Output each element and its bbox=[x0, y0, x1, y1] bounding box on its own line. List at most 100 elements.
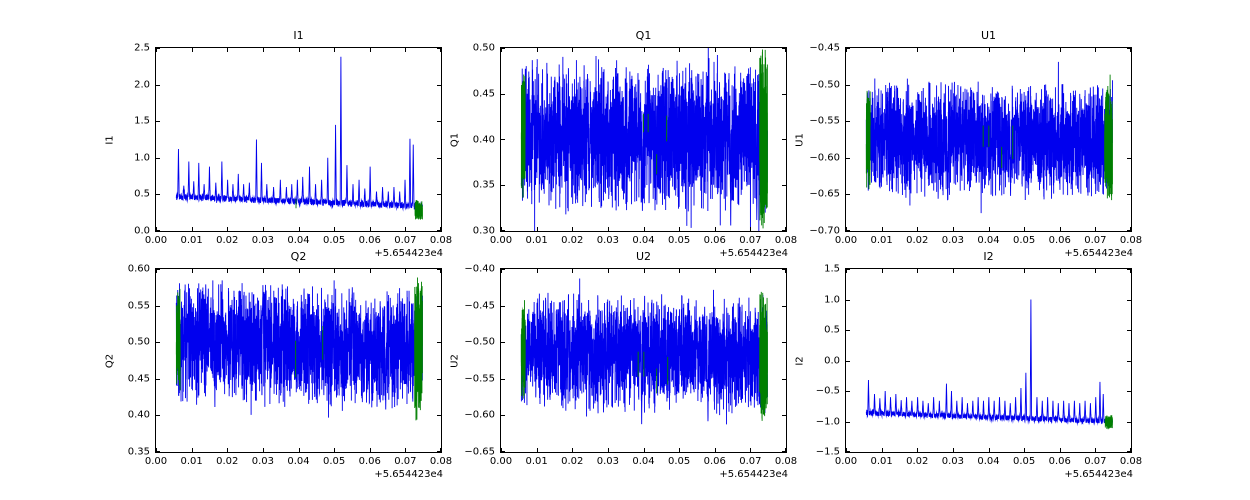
y-tick-label: 0.60 bbox=[127, 263, 150, 275]
plot-canvas-u2 bbox=[501, 269, 786, 452]
x-tick-label: 0.06 bbox=[1048, 235, 1071, 246]
subplot-i1: I1 I1 +5.654423e4 0.00 0.01 0.02 0.03 0.04 0.… bbox=[105, 29, 453, 259]
y-tick-label: −0.65 bbox=[464, 446, 495, 458]
y-tick-label: 0.50 bbox=[472, 42, 495, 54]
y-tick-label: −1.5 bbox=[815, 446, 840, 458]
y-tick-label: −0.45 bbox=[809, 42, 840, 54]
x-tick-label: 0.01 bbox=[180, 456, 203, 467]
y-tick-label: 0.55 bbox=[127, 300, 150, 312]
x-tick-label: 0.01 bbox=[180, 235, 203, 246]
x-tick-label: 0.03 bbox=[941, 235, 965, 246]
y-tick-label: 1.5 bbox=[134, 115, 150, 127]
x-tick-label: 0.04 bbox=[287, 456, 310, 467]
x-tick-label: 0.02 bbox=[216, 235, 239, 246]
y-axis-label: I1 bbox=[104, 134, 116, 145]
x-tick-label: 0.08 bbox=[429, 456, 453, 467]
x-tick-label: 0.06 bbox=[358, 235, 381, 246]
x-tick-label: 0.08 bbox=[774, 235, 798, 246]
plot-canvas-q2 bbox=[156, 269, 441, 452]
x-tick-label: 0.07 bbox=[1084, 235, 1107, 246]
x-tick-label: 0.01 bbox=[525, 456, 548, 467]
subplot-q1: Q1 Q1 +5.654423e4 0.00 0.01 0.02 0.03 0.04 0.… bbox=[450, 29, 798, 259]
y-tick-label: −0.55 bbox=[464, 373, 495, 385]
plot-title: Q2 bbox=[290, 250, 307, 263]
x-tick-label: 0.08 bbox=[1119, 456, 1143, 467]
x-tick-label: 0.04 bbox=[977, 235, 1000, 246]
y-tick-label: −0.60 bbox=[809, 152, 840, 164]
x-axis-offset-label: +5.654423e4 bbox=[374, 469, 443, 480]
y-tick-label: 1.0 bbox=[134, 152, 150, 164]
x-tick-label: 0.04 bbox=[287, 235, 310, 246]
y-tick-label: 0.35 bbox=[127, 446, 150, 458]
x-tick-label: 0.07 bbox=[1084, 456, 1107, 467]
x-tick-label: 0.01 bbox=[525, 235, 548, 246]
plot-canvas-q1 bbox=[501, 48, 786, 231]
x-tick-label: 0.00 bbox=[834, 456, 858, 467]
x-tick-label: 0.02 bbox=[561, 235, 584, 246]
y-tick-label: 0.45 bbox=[127, 373, 150, 385]
plot-title: Q1 bbox=[635, 29, 652, 42]
x-tick-label: 0.02 bbox=[216, 456, 239, 467]
x-tick-label: 0.05 bbox=[667, 456, 691, 467]
x-tick-label: 0.05 bbox=[1012, 235, 1036, 246]
y-tick-label: −0.45 bbox=[464, 300, 495, 312]
x-axis-offset-label: +5.654423e4 bbox=[1064, 248, 1133, 259]
x-tick-label: 0.05 bbox=[322, 456, 346, 467]
y-tick-label: 0.0 bbox=[824, 355, 840, 366]
plot-canvas-u1 bbox=[846, 48, 1131, 231]
x-tick-label: 0.00 bbox=[834, 235, 858, 246]
x-axis-offset-label: +5.654423e4 bbox=[1064, 469, 1133, 480]
y-tick-label: −1.0 bbox=[815, 416, 840, 427]
x-tick-label: 0.08 bbox=[1119, 235, 1143, 246]
plot-title: I1 bbox=[293, 29, 304, 42]
x-tick-label: 0.03 bbox=[251, 235, 275, 246]
x-tick-label: 0.07 bbox=[394, 235, 417, 246]
y-tick-label: −0.5 bbox=[815, 385, 840, 397]
x-tick-label: 0.00 bbox=[144, 456, 168, 467]
plot-title: I2 bbox=[983, 250, 994, 263]
x-axis-offset-label: +5.654423e4 bbox=[719, 469, 788, 480]
y-axis-label: I2 bbox=[794, 355, 806, 366]
plot-canvas-i2 bbox=[846, 269, 1131, 452]
x-tick-label: 0.03 bbox=[596, 456, 620, 467]
y-tick-label: 0.45 bbox=[472, 88, 495, 100]
y-tick-label: 2.5 bbox=[134, 42, 150, 54]
subplot-u2: U2 U2 +5.654423e4 0.00 0.01 0.02 0.03 0.04 0.… bbox=[450, 250, 798, 480]
x-tick-label: 0.07 bbox=[394, 456, 417, 467]
y-axis-label: Q2 bbox=[104, 353, 116, 368]
x-tick-label: 0.00 bbox=[144, 235, 168, 246]
y-tick-label: 0.50 bbox=[127, 336, 150, 348]
x-tick-label: 0.06 bbox=[703, 235, 726, 246]
y-tick-label: −0.50 bbox=[809, 79, 840, 91]
y-axis-label: U1 bbox=[794, 132, 806, 147]
x-tick-label: 0.03 bbox=[596, 235, 620, 246]
subplot-i2: I2 I2 +5.654423e4 0.00 0.01 0.02 0.03 0.04 0.… bbox=[795, 250, 1143, 480]
x-tick-label: 0.02 bbox=[906, 235, 929, 246]
y-tick-label: 1.5 bbox=[824, 263, 840, 275]
x-tick-label: 0.06 bbox=[358, 456, 381, 467]
x-tick-label: 0.00 bbox=[489, 235, 513, 246]
x-tick-label: 0.05 bbox=[667, 235, 691, 246]
y-tick-label: −0.60 bbox=[464, 409, 495, 421]
x-tick-label: 0.05 bbox=[1012, 456, 1036, 467]
y-tick-label: 0.5 bbox=[134, 188, 150, 200]
x-tick-label: 0.06 bbox=[1048, 456, 1071, 467]
y-tick-label: −0.55 bbox=[809, 115, 840, 127]
y-tick-label: 0.5 bbox=[824, 324, 840, 336]
y-tick-label: −0.65 bbox=[809, 188, 840, 200]
x-tick-label: 0.01 bbox=[870, 235, 893, 246]
x-tick-label: 0.04 bbox=[632, 456, 655, 467]
x-tick-label: 0.03 bbox=[251, 456, 275, 467]
x-axis-offset-label: +5.654423e4 bbox=[719, 248, 788, 259]
y-tick-label: −0.50 bbox=[464, 336, 495, 348]
x-tick-label: 0.02 bbox=[906, 456, 929, 467]
x-tick-label: 0.07 bbox=[739, 456, 762, 467]
x-tick-label: 0.06 bbox=[703, 456, 726, 467]
x-tick-label: 0.04 bbox=[977, 456, 1000, 467]
x-axis-offset-label: +5.654423e4 bbox=[374, 248, 443, 259]
x-tick-label: 0.04 bbox=[632, 235, 655, 246]
x-tick-label: 0.02 bbox=[561, 456, 584, 467]
y-tick-label: 0.40 bbox=[472, 134, 495, 145]
plot-title: U1 bbox=[980, 29, 997, 42]
